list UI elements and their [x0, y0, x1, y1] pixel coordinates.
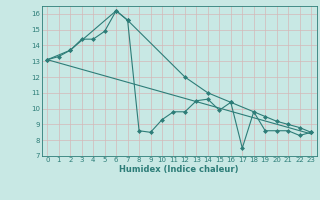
- X-axis label: Humidex (Indice chaleur): Humidex (Indice chaleur): [119, 165, 239, 174]
